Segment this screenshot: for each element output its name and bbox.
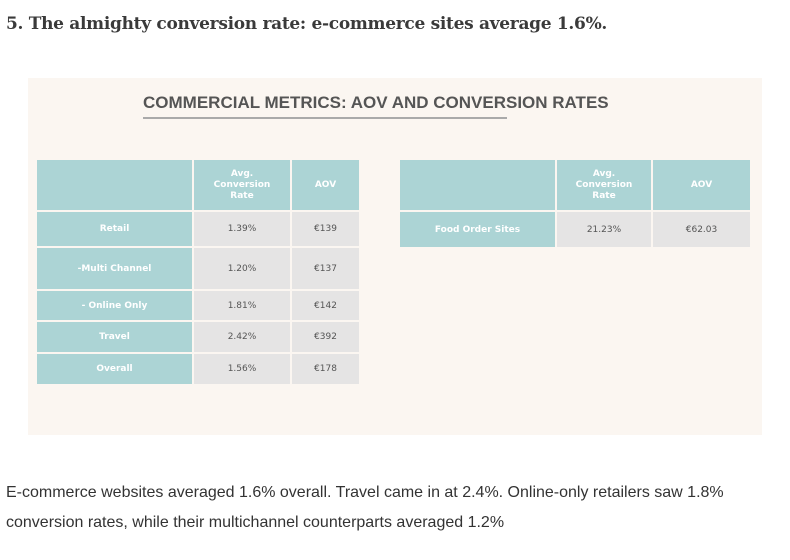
row-label: -Multi Channel [37, 248, 192, 289]
row-label: Overall [37, 354, 192, 384]
table-row: Food Order Sites 21.23% €62.03 [400, 212, 750, 247]
table-row: Retail 1.39% €139 [37, 212, 359, 246]
section-heading: 5. The almighty conversion rate: e-comme… [6, 14, 608, 34]
aov: €142 [292, 291, 359, 320]
aov: €392 [292, 322, 359, 352]
aov: €139 [292, 212, 359, 246]
header-aov: AOV [653, 160, 750, 210]
row-label: Retail [37, 212, 192, 246]
conversion-rate: 1.20% [194, 248, 290, 289]
row-label: Travel [37, 322, 192, 352]
conversion-rate: 2.42% [194, 322, 290, 352]
header-blank [400, 160, 555, 210]
conversion-rate: 1.56% [194, 354, 290, 384]
conversion-rate: 1.81% [194, 291, 290, 320]
header-aov: AOV [292, 160, 359, 210]
metrics-infographic: COMMERCIAL METRICS: AOV AND CONVERSION R… [28, 78, 762, 435]
table-row: -Multi Channel 1.20% €137 [37, 248, 359, 289]
aov: €62.03 [653, 212, 750, 247]
aov: €178 [292, 354, 359, 384]
table-row: Overall 1.56% €178 [37, 354, 359, 384]
retail-metrics-table: Avg. Conversion Rate AOV Retail 1.39% €139 … [35, 158, 361, 386]
row-label: Food Order Sites [400, 212, 555, 247]
conversion-rate: 1.39% [194, 212, 290, 246]
body-text-line-1: E-commerce websites averaged 1.6% overal… [6, 484, 724, 501]
conversion-rate: 21.23% [557, 212, 651, 247]
table-row: - Online Only 1.81% €142 [37, 291, 359, 320]
food-order-metrics-table: Avg. Conversion Rate AOV Food Order Sites… [398, 158, 752, 249]
table-row: Travel 2.42% €392 [37, 322, 359, 352]
header-conversion: Avg. Conversion Rate [557, 160, 651, 210]
aov: €137 [292, 248, 359, 289]
infographic-title: COMMERCIAL METRICS: AOV AND CONVERSION R… [143, 93, 609, 119]
header-conversion: Avg. Conversion Rate [194, 160, 290, 210]
row-label: - Online Only [37, 291, 192, 320]
header-blank [37, 160, 192, 210]
body-text-line-2: conversion rates, while their multichann… [6, 514, 505, 531]
